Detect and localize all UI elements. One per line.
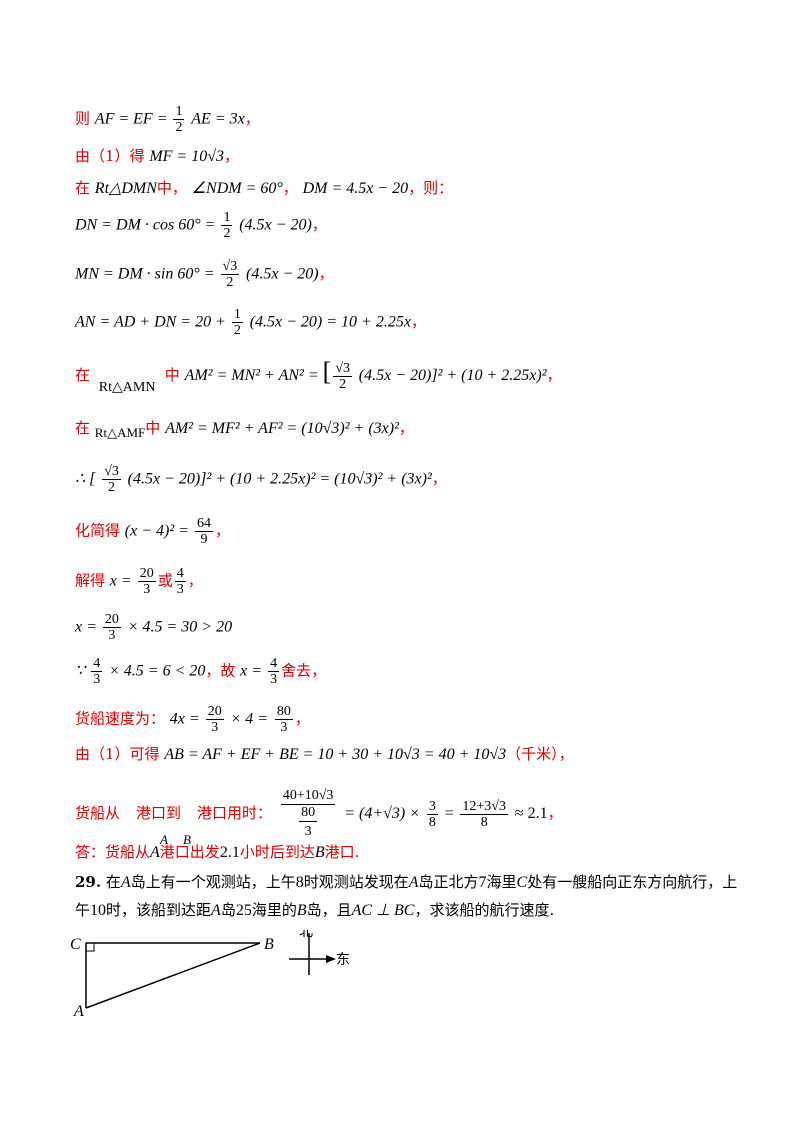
- fraction: 20 3: [102, 612, 121, 643]
- math-expr: (4.5x − 20): [239, 216, 312, 234]
- math-expr: Rt△DMN: [94, 180, 157, 197]
- solution-line-9: ∴ [ √3 2 (4.5x − 20)]² + (10 + 2.25x)² = …: [75, 464, 447, 495]
- fraction: 12+3√3 8: [460, 798, 508, 830]
- math-expr: MF = 10√3: [149, 148, 225, 165]
- math-expr: ∴ [: [75, 470, 96, 488]
- subscript-label: Rt△AMF: [94, 425, 146, 440]
- math-expr: 4x =: [169, 710, 204, 728]
- math-expr: × 4.5 = 30 > 20: [127, 618, 233, 636]
- solution-line-7: 在 Rt△AMN 中 AM² = MN² + AN² = [√3 2 (4.5x …: [75, 359, 562, 396]
- triangle-figure: C B A 北 东: [70, 930, 350, 1020]
- math-expr: (4.5x − 20) = 10 + 2.25x: [249, 313, 411, 331]
- solution-line-11: 解得 x = 20 3 或 4 3，: [75, 566, 203, 597]
- math-expr: x =: [240, 662, 267, 680]
- solution-line-12: x = 20 3 × 4.5 = 30 > 20: [75, 612, 232, 643]
- label-C: C: [70, 936, 81, 953]
- math-expr: = (4+√3) ×: [344, 805, 421, 822]
- answer-line: 答：货船从A港口出发2.1小时后到达B港口.: [75, 843, 360, 861]
- fraction: √3 2: [102, 464, 121, 495]
- math-expr: x =: [109, 572, 136, 590]
- math-expr: AN = AD + DN = 20 +: [75, 313, 230, 331]
- math-expr: AE = 3x: [191, 110, 245, 128]
- compass-north-label: 北: [299, 930, 313, 940]
- fraction: 20 3: [205, 704, 224, 735]
- label-A: A: [73, 1003, 84, 1020]
- subscript-label: A: [160, 832, 168, 847]
- solution-line-5: MN = DM · sin 60° = √3 2 (4.5x − 20)，: [75, 259, 334, 290]
- subscript-label: Rt△AMN: [98, 380, 156, 395]
- fraction: √3 2: [220, 259, 240, 290]
- label-B: B: [264, 936, 274, 953]
- text: 则: [75, 109, 91, 128]
- math-expr: (4.5x − 20)]² + (10 + 2.25x)² = (10√3)² …: [127, 470, 432, 488]
- solution-line-2: 由（1）得 MF = 10√3，: [75, 147, 240, 165]
- fraction: 64 9: [194, 516, 213, 547]
- question-29-line-1: 29. 在A岛上有一个观测站，上午8时观测站发现在A岛正北方7海里C处有一艘船向…: [75, 873, 738, 891]
- math-expr: (x − 4)² =: [124, 522, 193, 540]
- math-expr: ∠NDM = 60°: [191, 180, 283, 197]
- math-expr: MN = DM · sin 60° =: [75, 265, 219, 283]
- math-expr: x =: [75, 618, 101, 636]
- text: 由（1）得: [75, 147, 145, 165]
- compound-fraction: 40+10√3 80 3: [280, 788, 336, 839]
- question-number: 29.: [75, 873, 102, 891]
- math-expr: (4.5x − 20): [246, 265, 319, 283]
- math-expr: AM² = MN² + AN² =: [184, 367, 323, 384]
- math-expr: AM² = MF² + AF² = (10√3)² + (3x)²: [165, 420, 399, 437]
- solution-line-3: 在 Rt△DMN中， ∠NDM = 60°， DM = 4.5x − 20，则：: [75, 179, 454, 197]
- math-expr: × 4 =: [230, 710, 269, 728]
- question-29-line-2: 午10时，该船到达距A岛25海里的B岛，且AC ⊥ BC，求该船的航行速度.: [75, 901, 555, 919]
- right-angle-mark: [85, 942, 95, 952]
- math-expr: × 4.5 = 6 < 20: [108, 662, 206, 680]
- math-expr: (4.5x − 20)]² + (10 + 2.25x)²: [358, 367, 547, 384]
- math-expr: AF = EF =: [94, 110, 172, 128]
- solution-line-14: 货船速度为： 4x = 20 3 × 4 = 80 3，: [75, 704, 310, 735]
- fraction: 80 3: [274, 704, 293, 735]
- math-expr: DN = DM · cos 60° =: [75, 216, 220, 234]
- math-expr: AB = AF + EF + BE = 10 + 30 + 10√3 = 40 …: [164, 746, 507, 763]
- fraction: 20 3: [137, 566, 156, 597]
- compass-icon: [289, 933, 336, 975]
- fraction: √3 2: [333, 360, 352, 392]
- math-expr: DM = 4.5x − 20: [302, 180, 409, 197]
- math-expr: ≈ 2.1: [514, 805, 548, 822]
- compass-east-label: 东: [336, 952, 350, 968]
- solution-line-15: 由（1）可得 AB = AF + EF + BE = 10 + 30 + 10√…: [75, 745, 574, 763]
- subscript-label: B: [183, 832, 191, 847]
- segment-AB: [85, 942, 261, 1009]
- solution-line-8: 在 Rt△AMF中 AM² = MF² + AF² = (10√3)² + (3…: [75, 419, 414, 440]
- solution-line-10: 化简得 (x − 4)² = 64 9，: [75, 516, 230, 547]
